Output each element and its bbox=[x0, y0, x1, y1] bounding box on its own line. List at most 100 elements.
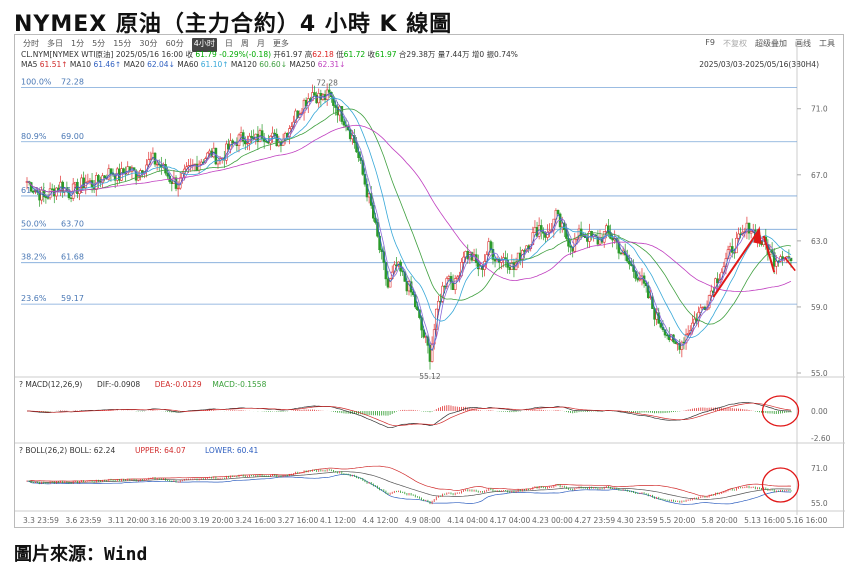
time-tick-5: 3.24 16:00 bbox=[235, 516, 276, 525]
time-tick-1: 3.6 23:59 bbox=[65, 516, 101, 525]
tools-toolbar: F9 不复权 超级叠加 画线 工具 bbox=[705, 38, 835, 49]
change-value: -0.29%(-0.18) bbox=[219, 50, 272, 59]
period-tab-11[interactable]: 更多 bbox=[272, 39, 289, 48]
boll-upper-line bbox=[26, 465, 792, 497]
candle-body-339 bbox=[737, 233, 740, 239]
tool-button-0[interactable]: F9 bbox=[705, 38, 715, 47]
kline-chart[interactable]: 55.0 59.0 63.0 67.0 71.0 100.0% 72.28 80.9% 69.0… bbox=[15, 35, 845, 529]
ma-value-4: 60.60↓ bbox=[259, 60, 290, 69]
candle-body-248 bbox=[546, 232, 549, 238]
candle-body-205 bbox=[455, 276, 459, 279]
tool-button-3[interactable]: 画线 bbox=[795, 39, 811, 48]
candle-body-279 bbox=[611, 238, 614, 241]
period-tab-10[interactable]: 月 bbox=[256, 39, 265, 48]
period-tab-9[interactable]: 周 bbox=[240, 39, 249, 48]
open-value: 61.97 bbox=[280, 50, 303, 59]
amplitude: 振0.74% bbox=[486, 50, 518, 59]
ma-label-1: MA10 bbox=[69, 60, 94, 69]
candle-body-154 bbox=[348, 129, 352, 140]
time-tick-8: 4.4 12:00 bbox=[362, 516, 398, 525]
candle-body-151 bbox=[342, 121, 346, 126]
candle-body-329 bbox=[716, 278, 719, 284]
close2-value: 61.97 bbox=[375, 50, 397, 59]
candle-body-326 bbox=[709, 290, 713, 296]
candle-body-230 bbox=[508, 266, 512, 270]
candle-body-193 bbox=[430, 343, 434, 362]
amount: 量7.44万 bbox=[437, 50, 470, 59]
trend-arrowhead-up bbox=[753, 226, 762, 245]
period-toolbar: 分时 多日 1分 5分 15分 30分 60分 4小时日周月更多 bbox=[23, 38, 289, 52]
candle-body-46 bbox=[122, 168, 125, 174]
candle-body-249 bbox=[548, 230, 551, 233]
boll-mid-line bbox=[27, 471, 792, 500]
ma-label-5: MA250 bbox=[289, 60, 318, 69]
ma-line-4 bbox=[26, 124, 792, 292]
period-tab-1[interactable]: 多日 bbox=[47, 39, 63, 48]
candle-body-203 bbox=[451, 282, 455, 290]
candle-body-9 bbox=[44, 196, 48, 198]
period-tab-8[interactable]: 日 bbox=[224, 39, 233, 48]
candle-body-114 bbox=[264, 140, 268, 143]
candle-body-104 bbox=[243, 140, 247, 145]
candle-body-298 bbox=[651, 296, 654, 309]
close2-label: 收 bbox=[367, 50, 376, 59]
symbol: CL.NYM[NYMEX WTI原油] bbox=[21, 50, 114, 59]
boll-lower-label: LOWER: 60.41 bbox=[205, 446, 259, 455]
period-tab-0[interactable]: 分时 bbox=[23, 39, 39, 48]
period-tab-5[interactable]: 30分 bbox=[139, 39, 158, 48]
time-tick-14: 4.30 23:59 bbox=[617, 516, 658, 525]
tool-button-4[interactable]: 工具 bbox=[819, 39, 835, 48]
price-tick-0: 55.0 bbox=[811, 369, 828, 378]
fib-value-3: 63.70 bbox=[61, 219, 84, 228]
ma-value-0: 61.51↑ bbox=[39, 60, 70, 69]
macd-dea-line bbox=[27, 402, 792, 427]
candle-body-305 bbox=[665, 334, 669, 337]
ma-label-0: MA5 bbox=[21, 60, 40, 69]
macd-dea-label: DEA:-0.0129 bbox=[155, 380, 202, 389]
macd-name: ? MACD(12,26,9) bbox=[19, 380, 82, 389]
candle-body-277 bbox=[607, 225, 610, 233]
period-tab-6[interactable]: 60分 bbox=[165, 39, 184, 48]
time-tick-12: 4.23 00:00 bbox=[532, 516, 573, 525]
candle-body-62 bbox=[155, 163, 159, 166]
candle-body-291 bbox=[636, 278, 640, 281]
tool-button-2[interactable]: 超级叠加 bbox=[755, 39, 787, 48]
tool-button-1[interactable]: 不复权 bbox=[723, 39, 747, 48]
candle-body-132 bbox=[302, 99, 306, 114]
period-tab-3[interactable]: 5分 bbox=[92, 39, 106, 48]
candle-body-223 bbox=[493, 259, 497, 262]
candle-body-302 bbox=[659, 322, 663, 328]
boll-highlight-circle bbox=[761, 467, 800, 503]
close-label: 收 bbox=[185, 50, 193, 59]
candle-body-312 bbox=[680, 341, 684, 350]
date-range: 2025/03/03-2025/05/16(380H4) bbox=[699, 60, 819, 69]
candle-body-21 bbox=[69, 197, 73, 199]
period-tab-7[interactable]: 4小时 bbox=[191, 38, 217, 52]
quote-line: CL.NYM[NYMEX WTI原油] 2025/05/16 16:00 收 6… bbox=[21, 49, 518, 60]
candle-body-7 bbox=[40, 189, 43, 201]
macd-dif-label: DIF:-0.0908 bbox=[97, 380, 140, 389]
time-tick-0: 3.3 23:59 bbox=[23, 516, 59, 525]
period-tab-2[interactable]: 1分 bbox=[71, 39, 85, 48]
candle-body-107 bbox=[250, 135, 253, 138]
extreme-label-0: 72.28 bbox=[316, 79, 338, 88]
time-tick-16: 5.8 20:00 bbox=[702, 516, 738, 525]
high-value: 62.18 bbox=[312, 50, 334, 59]
close-value: 61.79 bbox=[195, 50, 217, 59]
candle-body-201 bbox=[447, 276, 451, 279]
candle-body-199 bbox=[443, 285, 446, 288]
candle-body-53 bbox=[136, 176, 140, 181]
candle-body-137 bbox=[313, 92, 316, 96]
candle-body-170 bbox=[382, 251, 386, 263]
candle-body-245 bbox=[539, 225, 543, 233]
trend-arrow-small bbox=[784, 256, 796, 272]
candle-body-105 bbox=[246, 142, 249, 145]
boll-tick-1: 55.0 bbox=[811, 499, 828, 508]
candle-body-196 bbox=[437, 300, 440, 310]
candle-body-322 bbox=[701, 306, 705, 309]
time-tick-11: 4.17 04:00 bbox=[490, 516, 531, 525]
period-tab-4[interactable]: 15分 bbox=[113, 39, 132, 48]
price-tick-3: 67.0 bbox=[811, 171, 828, 180]
candle-body-117 bbox=[271, 132, 274, 137]
fib-value-4: 61.68 bbox=[61, 253, 84, 262]
